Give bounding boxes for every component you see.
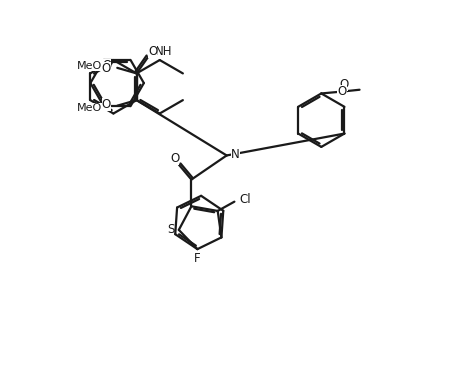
Text: N: N (231, 148, 240, 161)
Text: Cl: Cl (239, 193, 250, 206)
Text: O: O (148, 45, 157, 58)
Text: O: O (102, 59, 112, 73)
Text: O: O (170, 151, 179, 165)
Text: NH: NH (154, 45, 172, 58)
Text: MeO: MeO (76, 61, 101, 71)
Text: MeO: MeO (76, 102, 101, 113)
Text: O: O (339, 79, 348, 91)
Text: S: S (167, 223, 175, 236)
Text: F: F (194, 252, 201, 265)
Text: O: O (337, 85, 347, 98)
Text: O: O (101, 62, 111, 76)
Text: O: O (101, 98, 111, 111)
